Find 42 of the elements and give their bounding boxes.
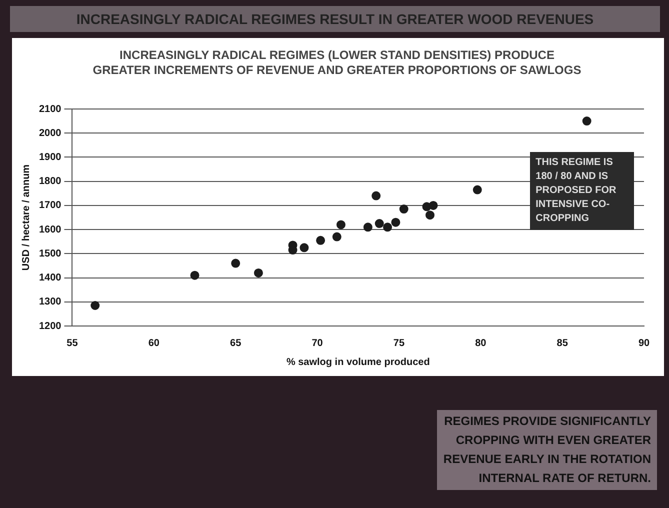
point [90, 301, 100, 310]
y-tick-label: 1300 [38, 296, 62, 308]
point [399, 204, 408, 214]
y-tick-label: 1700 [38, 200, 62, 212]
x-tick-label: 55 [66, 338, 78, 349]
point [426, 210, 434, 220]
point [363, 222, 372, 232]
annotation: THIS REGIME IS 180 / 80 AND IS PROPOSED FOR INTENSIVE CO-CROPPING [530, 152, 634, 230]
point [383, 222, 392, 232]
x-tick-label: 85 [556, 338, 568, 349]
point [190, 270, 200, 280]
x-tick-label: 70 [312, 338, 324, 349]
text: INCREASINGLY RADICAL REGIMES RESULT IN GREATER WOOD REVENUES [10, 6, 660, 32]
y-axis-title: USD / hectare / annum [20, 164, 32, 271]
point [472, 185, 482, 194]
point [391, 218, 400, 227]
x-tick-label: 65 [230, 338, 242, 349]
y-tick-label: 1500 [38, 248, 62, 260]
point [372, 191, 381, 200]
text: REGIMES PROVIDE SIGNIFICANTLY CROPPING WITH EVEN GREATER REVENUE EARLY IN THE ROTATION INTERNAL RATE OF RETURN. [437, 410, 657, 490]
y-tick-label: 1800 [38, 176, 62, 188]
y-tick-label: 1600 [38, 224, 62, 236]
point [300, 243, 309, 252]
point [428, 200, 438, 210]
point [316, 236, 326, 245]
point [582, 116, 592, 126]
y-tick-label: 2100 [38, 104, 62, 115]
point [374, 219, 384, 228]
x-tick-label: 60 [148, 338, 160, 349]
chart-title: INCREASINGLY RADICAL REGIMES (LOWER STAND DENSITIES) PRODUCE GREATER INCREMENTS OF REVENUE AND GREATER PROPORTIONS OF SAWLOGS [92, 48, 582, 78]
x-tick-label: 90 [638, 338, 650, 349]
y-tick-label: 1400 [38, 272, 62, 284]
point [332, 232, 342, 242]
point [231, 258, 240, 268]
x-axis-title: % sawlog in volume produced [286, 356, 430, 368]
x-tick-label: 80 [475, 338, 487, 349]
y-tick-label: 2000 [38, 128, 62, 139]
point [336, 220, 346, 230]
x-tick-label: 75 [393, 338, 405, 349]
y-tick-label: 1200 [38, 320, 62, 332]
y-tick-label: 1900 [38, 152, 62, 163]
point [254, 268, 263, 278]
